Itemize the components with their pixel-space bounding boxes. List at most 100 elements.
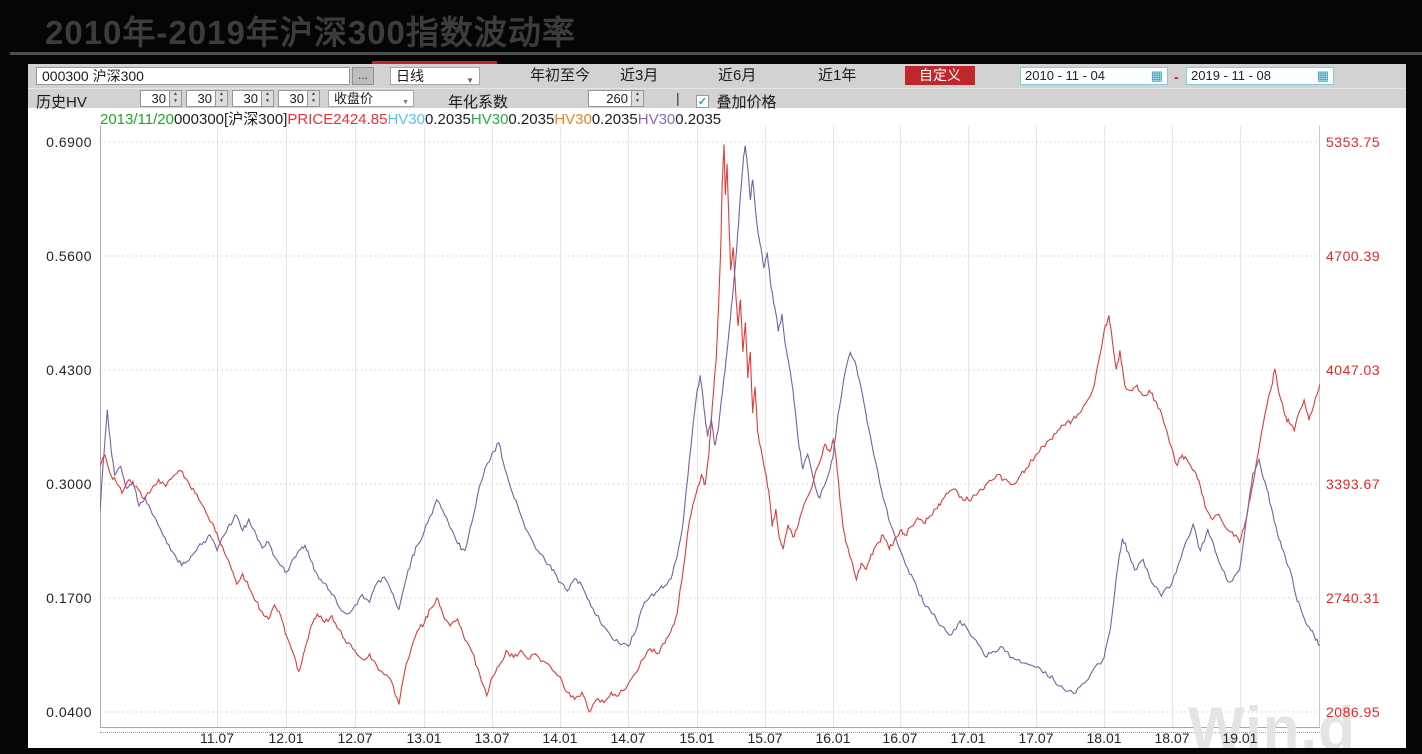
legend-symbol: 000300[沪深300] — [173, 111, 288, 128]
hv-window-spinner-3[interactable]: 30 ▲ ▼ — [232, 90, 274, 107]
range-button-3[interactable]: 近6月 — [718, 67, 757, 84]
legend-hv-value: 0.2035 — [675, 111, 722, 128]
calendar-icon[interactable]: ▦ — [1316, 68, 1329, 83]
spinner-buttons[interactable]: ▲ ▼ — [169, 91, 181, 106]
x-axis-tick-label: 18.07 — [1154, 730, 1190, 746]
title-band: 2010年-2019年沪深300指数波动率 — [0, 0, 1422, 52]
legend-hv-label: HV30 — [387, 111, 425, 128]
range-button-1[interactable]: 年初至今 — [530, 67, 591, 84]
spin-down-icon[interactable]: ▼ — [173, 98, 178, 104]
date-range-separator: - — [1174, 69, 1179, 85]
legend-hv-label: HV30 — [637, 111, 676, 128]
hv-window-spinner-2[interactable]: 30 ▲ ▼ — [186, 90, 228, 107]
overlay-price-checkbox[interactable]: ✓ 叠加价格 — [696, 91, 776, 111]
spin-down-icon[interactable]: ▼ — [635, 98, 640, 104]
spin-up-icon[interactable]: ▲ — [265, 91, 270, 97]
page-title: 2010年-2019年沪深300指数波动率 — [45, 14, 576, 51]
legend-price-label: PRICE — [287, 111, 334, 128]
active-tab-indicator — [372, 61, 497, 64]
x-axis-tick-label: 18.01 — [1086, 730, 1122, 746]
date-to-picker[interactable]: 2019 - 11 - 08 ▦ — [1186, 67, 1334, 85]
toolbar-params: 历史HV 30 ▲ ▼ 30 ▲ ▼ 30 ▲ ▼ 30 ▲ ▼ 收盘价 ▼ 年化系数 260 ▲ ▼ … — [28, 88, 1406, 111]
spin-up-icon[interactable]: ▲ — [311, 91, 316, 97]
date-to-value: 2019 - 11 - 08 — [1191, 68, 1271, 83]
left-axis-tick-label: 0.5600 — [46, 248, 92, 264]
x-axis-tick-label: 16.07 — [882, 730, 918, 746]
wind-watermark: Win.d — [1188, 695, 1356, 748]
left-axis-tick-label: 0.3000 — [46, 476, 92, 492]
hv-window-value: 30 — [243, 91, 258, 106]
x-axis-tick-label: 17.07 — [1018, 730, 1054, 746]
legend-hv-label: HV30 — [470, 111, 509, 128]
hv-window-value: 30 — [197, 91, 212, 106]
title-divider — [10, 52, 1422, 55]
range-button-2[interactable]: 近3月 — [620, 67, 659, 84]
chevron-down-icon: ▼ — [466, 76, 474, 85]
calendar-icon[interactable]: ▦ — [1150, 68, 1163, 83]
legend-price-value: 2424.85 — [333, 111, 388, 128]
right-axis-tick-label: 4700.39 — [1326, 248, 1381, 264]
left-axis-tick-label: 0.4300 — [46, 362, 92, 378]
legend-hv-items: HV300.2035 HV300.2035 HV300.2035 HV300.2… — [387, 111, 721, 128]
hv-window-spinner-1[interactable]: 30 ▲ ▼ — [140, 90, 182, 107]
right-axis-tick-label: 2740.31 — [1326, 590, 1381, 606]
annualize-value: 260 — [606, 91, 628, 106]
volatility-chart-plot[interactable] — [100, 126, 1320, 728]
price-series-line — [100, 144, 1320, 714]
left-axis-tick-label: 0.0400 — [46, 704, 92, 720]
x-axis-tick-label: 12.01 — [268, 730, 304, 746]
legend-hv-value: 0.2035 — [425, 111, 471, 128]
date-from-picker[interactable]: 2010 - 11 - 04 ▦ — [1020, 67, 1168, 85]
spin-down-icon[interactable]: ▼ — [219, 98, 224, 104]
custom-range-button[interactable]: 自定义 — [905, 66, 975, 85]
wind-chart-window: ... 日线 ▼ 年初至今近3月近6月近1年近3年 自定义 2010 - 11 … — [28, 64, 1406, 748]
checkbox-check-icon[interactable]: ✓ — [696, 95, 709, 108]
left-axis-tick-label: 0.6900 — [46, 134, 92, 150]
period-select[interactable]: 日线 ▼ — [390, 67, 480, 85]
spinner-buttons[interactable]: ▲ ▼ — [261, 91, 273, 106]
chevron-down-icon: ▼ — [402, 99, 409, 106]
symbol-lookup-button[interactable]: ... — [352, 67, 374, 85]
range-button-4[interactable]: 近1年 — [818, 67, 857, 84]
right-axis-tick-label: 2086.95 — [1326, 704, 1381, 720]
overlay-price-label: 叠加价格 — [716, 94, 777, 111]
right-axis-tick-label: 4047.03 — [1326, 362, 1381, 378]
x-axis-tick-label: 11.07 — [199, 730, 234, 746]
x-axis-tick-label: 14.01 — [542, 730, 578, 746]
legend-hv-value: 0.2035 — [591, 111, 638, 128]
date-from-value: 2010 - 11 - 04 — [1025, 68, 1105, 83]
legend-hv-value: 0.2035 — [508, 111, 555, 128]
annualize-spinner[interactable]: 260 ▲ ▼ — [588, 90, 644, 107]
spin-up-icon[interactable]: ▲ — [635, 91, 640, 97]
right-axis-tick-label: 5353.75 — [1326, 134, 1381, 150]
legend-hv-label: HV30 — [554, 111, 592, 128]
x-axis-tick-label: 16.01 — [815, 730, 851, 746]
spin-up-icon[interactable]: ▲ — [173, 91, 178, 97]
x-axis-tick-label: 15.07 — [747, 730, 783, 746]
annualize-label: 年化系数 — [448, 94, 509, 111]
price-field-value: 收盘价 — [334, 91, 374, 106]
x-axis-tick-label: 14.07 — [610, 730, 646, 746]
price-field-select[interactable]: 收盘价 ▼ — [328, 90, 414, 107]
spinner-buttons[interactable]: ▲ ▼ — [307, 91, 319, 106]
period-select-value: 日线 — [396, 68, 424, 84]
spin-down-icon[interactable]: ▼ — [311, 98, 316, 104]
toolbar-main: ... 日线 ▼ 年初至今近3月近6月近1年近3年 自定义 2010 - 11 … — [28, 64, 1406, 88]
x-axis-tick-label: 12.07 — [337, 730, 373, 746]
hv30-series-line — [100, 145, 1320, 695]
hv-window-spinner-4[interactable]: 30 ▲ ▼ — [278, 90, 320, 107]
legend-date: 2013/11/20 — [100, 111, 174, 128]
spinner-buttons[interactable]: ▲ ▼ — [631, 91, 643, 106]
hv-section-label: 历史HV — [36, 94, 87, 111]
spin-down-icon[interactable]: ▼ — [265, 98, 270, 104]
spin-up-icon[interactable]: ▲ — [219, 91, 224, 97]
spinner-buttons[interactable]: ▲ ▼ — [215, 91, 227, 106]
x-axis-tick-label: 13.07 — [474, 730, 510, 746]
toolbar-divider: | — [676, 90, 680, 106]
x-axis-tick-label: 19.01 — [1222, 730, 1258, 746]
symbol-input[interactable] — [36, 67, 350, 85]
x-axis-tick-label: 17.01 — [950, 730, 986, 746]
x-axis-tick-label: 15.01 — [679, 730, 715, 746]
x-axis-minor-ticks — [100, 732, 1320, 733]
